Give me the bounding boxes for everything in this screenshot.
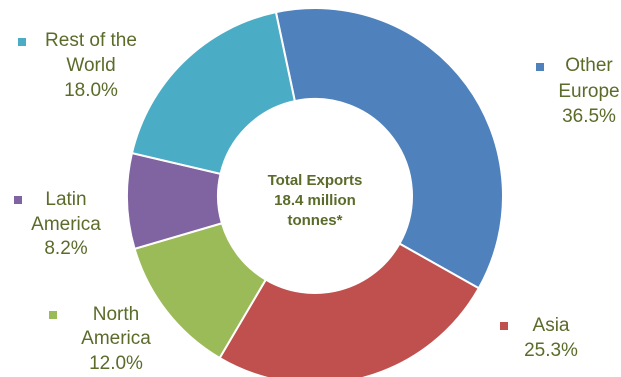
slice-4 (130, 10, 297, 176)
slice-label-0-line-1: Europe (558, 81, 619, 102)
slice-label-3-line-1: America (31, 214, 101, 235)
slice-label-2-line-1: America (81, 328, 151, 349)
slice-value-4: 18.0% (64, 80, 118, 101)
legend-swatch-0 (536, 63, 544, 71)
slice-0 (274, 7, 504, 290)
slice-label-1-line-0: Asia (533, 315, 570, 336)
slice-label-4-line-1: World (66, 55, 115, 76)
slice-value-2: 12.0% (89, 353, 143, 374)
legend-swatch-4 (18, 38, 26, 46)
legend-swatch-1 (500, 322, 508, 330)
slice-1 (218, 242, 481, 377)
slice-label-0-line-0: Other (565, 55, 613, 76)
center-label-line-1: Total Exports (268, 172, 363, 189)
slice-label-4-line-0: Rest of the (45, 30, 137, 51)
slice-value-1: 25.3% (524, 340, 578, 361)
center-label-line-3: tonnes* (287, 212, 342, 229)
slice-value-0: 36.5% (562, 106, 616, 127)
legend-swatch-3 (14, 196, 22, 204)
legend-swatch-2 (49, 311, 57, 319)
slice-label-3-line-0: Latin (45, 189, 86, 210)
slice-value-3: 8.2% (44, 238, 87, 259)
center-label-line-2: 18.4 million (274, 192, 356, 209)
slice-label-2-line-0: North (93, 304, 139, 325)
